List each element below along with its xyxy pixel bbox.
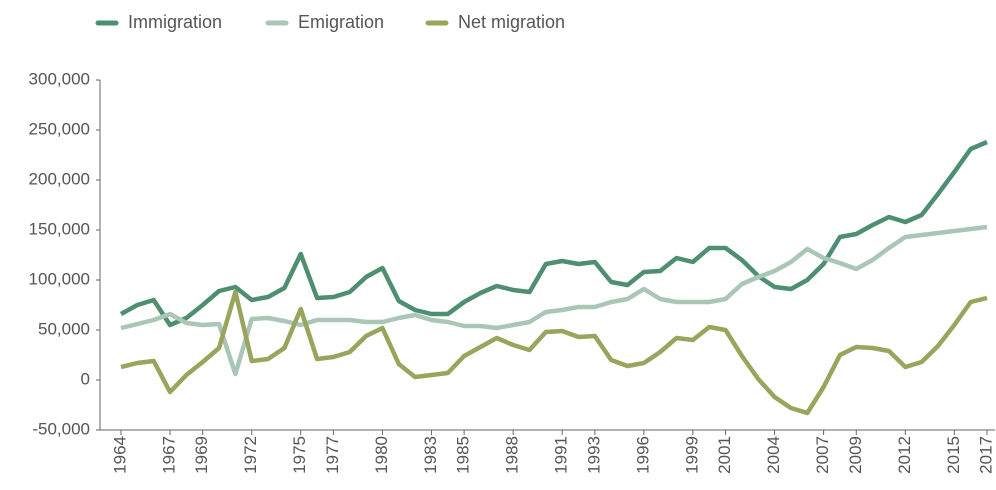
series-line — [120, 289, 988, 416]
legend: Immigration Emigration Net migration — [95, 12, 565, 32]
x-tick-label: 1988 — [503, 436, 522, 474]
y-tick-label: 200,000 — [29, 169, 90, 188]
x-tick-label: 2009 — [846, 436, 865, 474]
y-tick-label: 250,000 — [29, 119, 90, 138]
x-tick-label: 2017 — [976, 436, 995, 474]
x-tick-label: 2012 — [895, 436, 914, 474]
series-line — [119, 139, 988, 328]
x-tick-label: 1977 — [323, 436, 342, 474]
x-tick-label: 1967 — [160, 436, 179, 474]
legend-label: Immigration — [128, 12, 222, 32]
y-tick-label: 100,000 — [29, 269, 90, 288]
x-tick-label: 1964 — [110, 436, 129, 474]
x-tick-label: 2001 — [715, 436, 734, 474]
x-tick-label: 1975 — [290, 436, 309, 474]
x-tick-label: 1999 — [682, 436, 701, 474]
x-tick-label: 1983 — [421, 436, 440, 474]
x-tick-label: 1969 — [192, 436, 211, 474]
x-tick-label: 1980 — [372, 436, 391, 474]
legend-label: Emigration — [298, 12, 384, 32]
x-tick-label: 2015 — [944, 436, 963, 474]
series-line — [120, 224, 988, 377]
y-tick-label: 150,000 — [29, 219, 90, 238]
x-tick-label: 1993 — [584, 436, 603, 474]
y-tick-label: 300,000 — [29, 69, 90, 88]
y-tick-label: 0 — [81, 369, 90, 388]
x-tick-label: 2004 — [764, 436, 783, 474]
y-tick-label: 50,000 — [38, 319, 90, 338]
x-tick-label: 1972 — [241, 436, 260, 474]
x-tick-label: 2007 — [813, 436, 832, 474]
x-tick-label: 1996 — [633, 436, 652, 474]
x-tick-label: 1991 — [552, 436, 571, 474]
x-tick-label: 1985 — [454, 436, 473, 474]
y-tick-label: -50,000 — [32, 419, 90, 438]
legend-label: Net migration — [458, 12, 565, 32]
